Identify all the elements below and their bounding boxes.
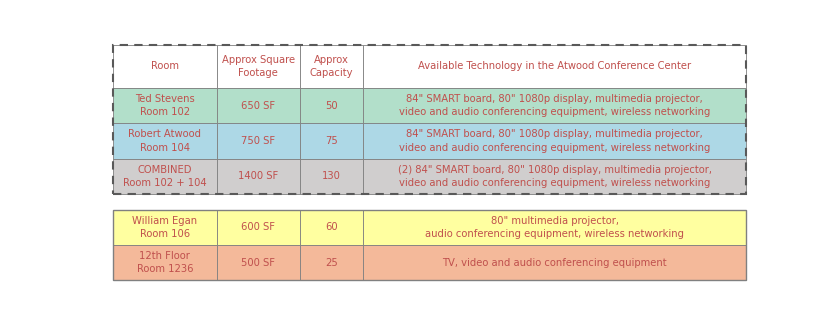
Text: (2) 84" SMART board, 80" 1080p display, multimedia projector,
video and audio co: (2) 84" SMART board, 80" 1080p display, … <box>398 165 711 188</box>
Bar <box>299 123 363 159</box>
Text: 50: 50 <box>325 101 338 111</box>
Text: 1400 SF: 1400 SF <box>238 171 278 181</box>
Bar <box>299 88 363 123</box>
Bar <box>217 123 299 159</box>
Text: 750 SF: 750 SF <box>241 136 276 146</box>
Text: Approx
Capacity: Approx Capacity <box>309 55 353 78</box>
Bar <box>112 45 747 194</box>
Text: 500 SF: 500 SF <box>241 258 276 268</box>
Bar <box>363 45 747 88</box>
Bar <box>112 45 217 88</box>
Text: Robert Atwood
Room 104: Robert Atwood Room 104 <box>128 129 201 153</box>
Text: William Egan
Room 106: William Egan Room 106 <box>132 216 198 239</box>
Bar <box>299 45 363 88</box>
Text: TV, video and audio conferencing equipment: TV, video and audio conferencing equipme… <box>442 258 667 268</box>
Text: 12th Floor
Room 1236: 12th Floor Room 1236 <box>137 251 193 274</box>
Bar <box>363 159 747 194</box>
Text: 80" multimedia projector,
audio conferencing equipment, wireless networking: 80" multimedia projector, audio conferen… <box>425 216 684 239</box>
Text: Room: Room <box>151 62 178 71</box>
Bar <box>112 123 217 159</box>
Text: 60: 60 <box>325 223 338 232</box>
Bar <box>363 210 747 245</box>
Text: Ted Stevens
Room 102: Ted Stevens Room 102 <box>135 94 194 117</box>
Bar <box>217 245 299 280</box>
Bar <box>217 88 299 123</box>
Bar <box>299 210 363 245</box>
Bar <box>363 88 747 123</box>
Text: Available Technology in the Atwood Conference Center: Available Technology in the Atwood Confe… <box>418 62 691 71</box>
Bar <box>112 210 217 245</box>
Text: 84" SMART board, 80" 1080p display, multimedia projector,
video and audio confer: 84" SMART board, 80" 1080p display, mult… <box>399 94 711 117</box>
Text: 84" SMART board, 80" 1080p display, multimedia projector,
video and audio confer: 84" SMART board, 80" 1080p display, mult… <box>399 129 711 153</box>
Bar <box>217 210 299 245</box>
Text: 650 SF: 650 SF <box>241 101 276 111</box>
Bar <box>217 159 299 194</box>
Text: Approx Square
Footage: Approx Square Footage <box>222 55 295 78</box>
Bar <box>299 245 363 280</box>
Bar <box>112 88 217 123</box>
Bar <box>363 123 747 159</box>
Bar <box>217 45 299 88</box>
Bar <box>112 210 747 280</box>
Bar <box>112 245 217 280</box>
Text: 25: 25 <box>325 258 338 268</box>
Text: COMBINED
Room 102 + 104: COMBINED Room 102 + 104 <box>123 165 207 188</box>
Bar <box>299 159 363 194</box>
Text: 600 SF: 600 SF <box>241 223 276 232</box>
Text: 130: 130 <box>322 171 341 181</box>
Bar <box>363 245 747 280</box>
Bar <box>112 159 217 194</box>
Text: 75: 75 <box>325 136 338 146</box>
